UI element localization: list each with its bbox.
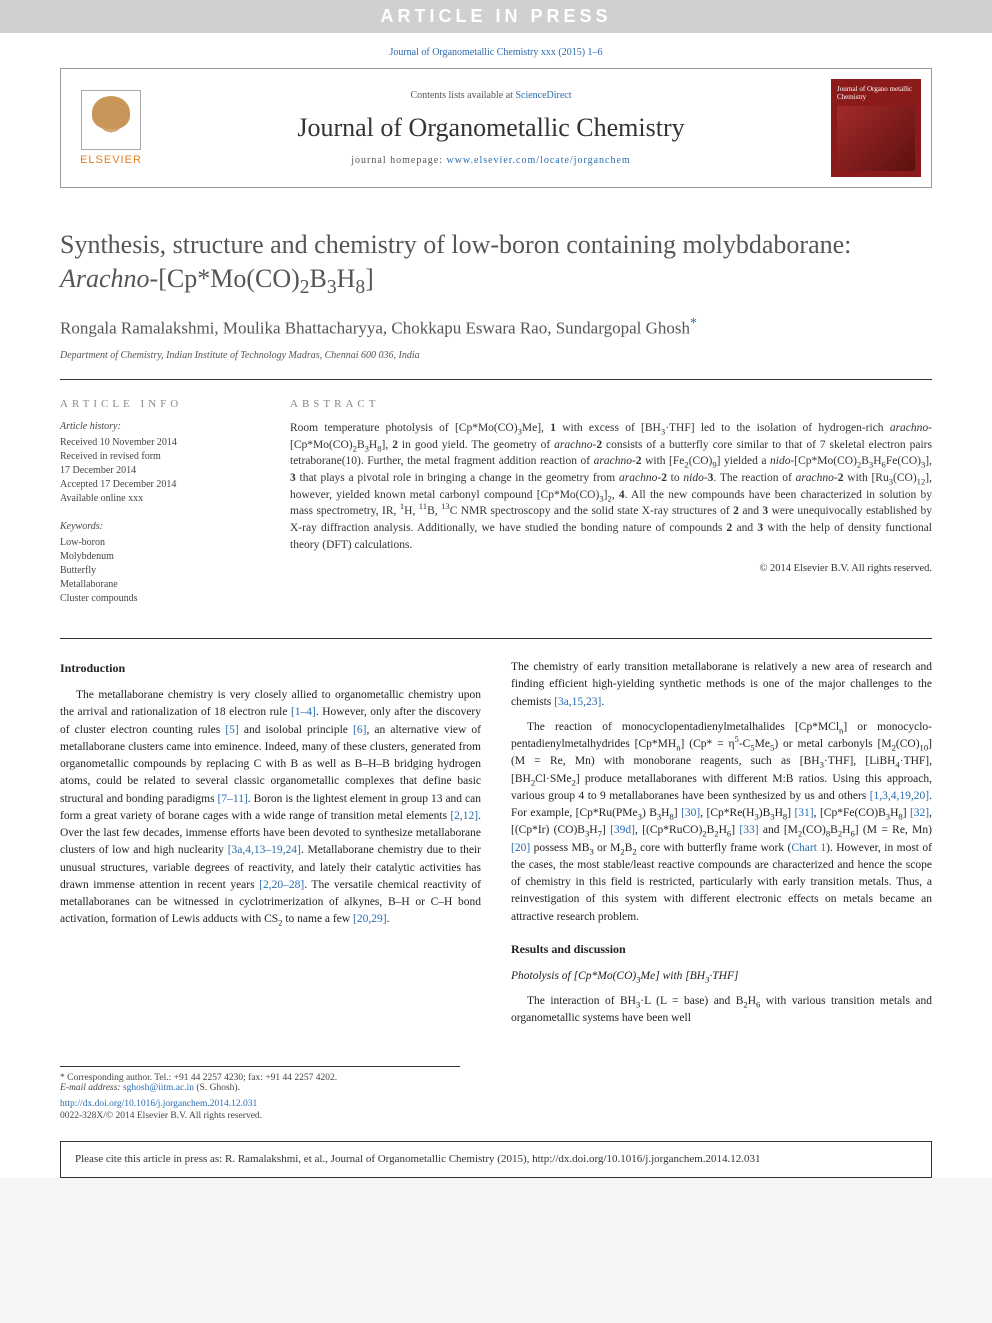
keyword: Metallaborane	[60, 578, 265, 592]
results-heading: Results and discussion	[511, 940, 932, 958]
corresponding-author-footnote: * Corresponding author. Tel.: +91 44 225…	[60, 1066, 460, 1093]
journal-name: Journal of Organometallic Chemistry	[171, 113, 811, 143]
elsevier-wordmark: ELSEVIER	[80, 154, 142, 166]
abstract-heading: ABSTRACT	[290, 398, 932, 410]
email-link[interactable]: sghosh@iitm.ac.in	[123, 1083, 194, 1093]
elsevier-tree-icon	[81, 90, 141, 150]
keywords-block: Keywords: Low-boron Molybdenum Butterfly…	[60, 520, 265, 606]
article-title: Synthesis, structure and chemistry of lo…	[60, 228, 932, 296]
homepage-link[interactable]: www.elsevier.com/locate/jorganchem	[446, 155, 630, 166]
history-block: Article history: Received 10 November 20…	[60, 420, 265, 506]
intro-heading: Introduction	[60, 659, 481, 677]
journal-cover-thumbnail: Journal of Organo metallic Chemistry	[831, 79, 921, 177]
top-citation-link[interactable]: Journal of Organometallic Chemistry xxx …	[389, 47, 602, 58]
email-line: E-mail address: sghosh@iitm.ac.in (S. Gh…	[60, 1083, 460, 1093]
journal-header: ELSEVIER Contents lists available at Sci…	[60, 68, 932, 188]
email-label: E-mail address:	[60, 1083, 121, 1093]
history-line: Available online xxx	[60, 492, 265, 506]
authors: Rongala Ramalakshmi, Moulika Bhattachary…	[60, 314, 932, 340]
corr-author-line: * Corresponding author. Tel.: +91 44 225…	[60, 1073, 460, 1083]
affiliation: Department of Chemistry, Indian Institut…	[60, 350, 932, 361]
top-citation: Journal of Organometallic Chemistry xxx …	[0, 33, 992, 68]
cover-title: Journal of Organo metallic Chemistry	[837, 85, 915, 102]
info-abstract-row: ARTICLE INFO Article history: Received 1…	[60, 380, 932, 620]
paragraph: The chemistry of early transition metall…	[511, 659, 932, 711]
column-right: The chemistry of early transition metall…	[511, 659, 932, 1036]
keyword: Butterfly	[60, 564, 265, 578]
title-block: Synthesis, structure and chemistry of lo…	[60, 228, 932, 361]
history-line: Received in revised form	[60, 450, 265, 464]
doi-link[interactable]: http://dx.doi.org/10.1016/j.jorganchem.2…	[60, 1099, 257, 1109]
history-label: Article history:	[60, 420, 265, 434]
history-line: 17 December 2014	[60, 464, 265, 478]
sciencedirect-link[interactable]: ScienceDirect	[515, 90, 571, 101]
abstract-body: Room temperature photolysis of [Cp*Mo(CO…	[290, 420, 932, 553]
keyword: Molybdenum	[60, 550, 265, 564]
homepage-line: journal homepage: www.elsevier.com/locat…	[171, 155, 811, 166]
keywords-label: Keywords:	[60, 520, 265, 534]
column-left: Introduction The metallaborane chemistry…	[60, 659, 481, 1036]
email-name: (S. Ghosh).	[196, 1083, 240, 1093]
history-line: Accepted 17 December 2014	[60, 478, 265, 492]
history-line: Received 10 November 2014	[60, 436, 265, 450]
divider	[60, 638, 932, 639]
header-center: Contents lists available at ScienceDirec…	[161, 69, 821, 187]
contents-prefix: Contents lists available at	[410, 90, 515, 101]
abstract-copyright: © 2014 Elsevier B.V. All rights reserved…	[290, 563, 932, 574]
paragraph: The metallaborane chemistry is very clos…	[60, 687, 481, 929]
abstract: ABSTRACT Room temperature photolysis of …	[290, 398, 932, 620]
paragraph: The interaction of BH3·L (L = base) and …	[511, 993, 932, 1028]
issn-copyright: 0022-328X/© 2014 Elsevier B.V. All right…	[60, 1111, 932, 1121]
article-info-heading: ARTICLE INFO	[60, 398, 265, 410]
elsevier-logo: ELSEVIER	[61, 69, 161, 187]
contents-line: Contents lists available at ScienceDirec…	[171, 90, 811, 101]
keyword: Cluster compounds	[60, 592, 265, 606]
article-in-press-banner: ARTICLE IN PRESS	[0, 0, 992, 33]
banner-text: ARTICLE IN PRESS	[380, 6, 611, 26]
results-subheading: Photolysis of [Cp*Mo(CO)3Me] with [BH3·T…	[511, 968, 932, 985]
keyword: Low-boron	[60, 536, 265, 550]
body-columns: Introduction The metallaborane chemistry…	[60, 659, 932, 1036]
doi-line: http://dx.doi.org/10.1016/j.jorganchem.2…	[60, 1099, 932, 1109]
paragraph: The reaction of monocyclopentadienylmeta…	[511, 719, 932, 926]
article-info: ARTICLE INFO Article history: Received 1…	[60, 398, 290, 620]
homepage-prefix: journal homepage:	[351, 155, 446, 166]
cover-image-icon	[837, 106, 915, 171]
citation-box: Please cite this article in press as: R.…	[60, 1141, 932, 1178]
